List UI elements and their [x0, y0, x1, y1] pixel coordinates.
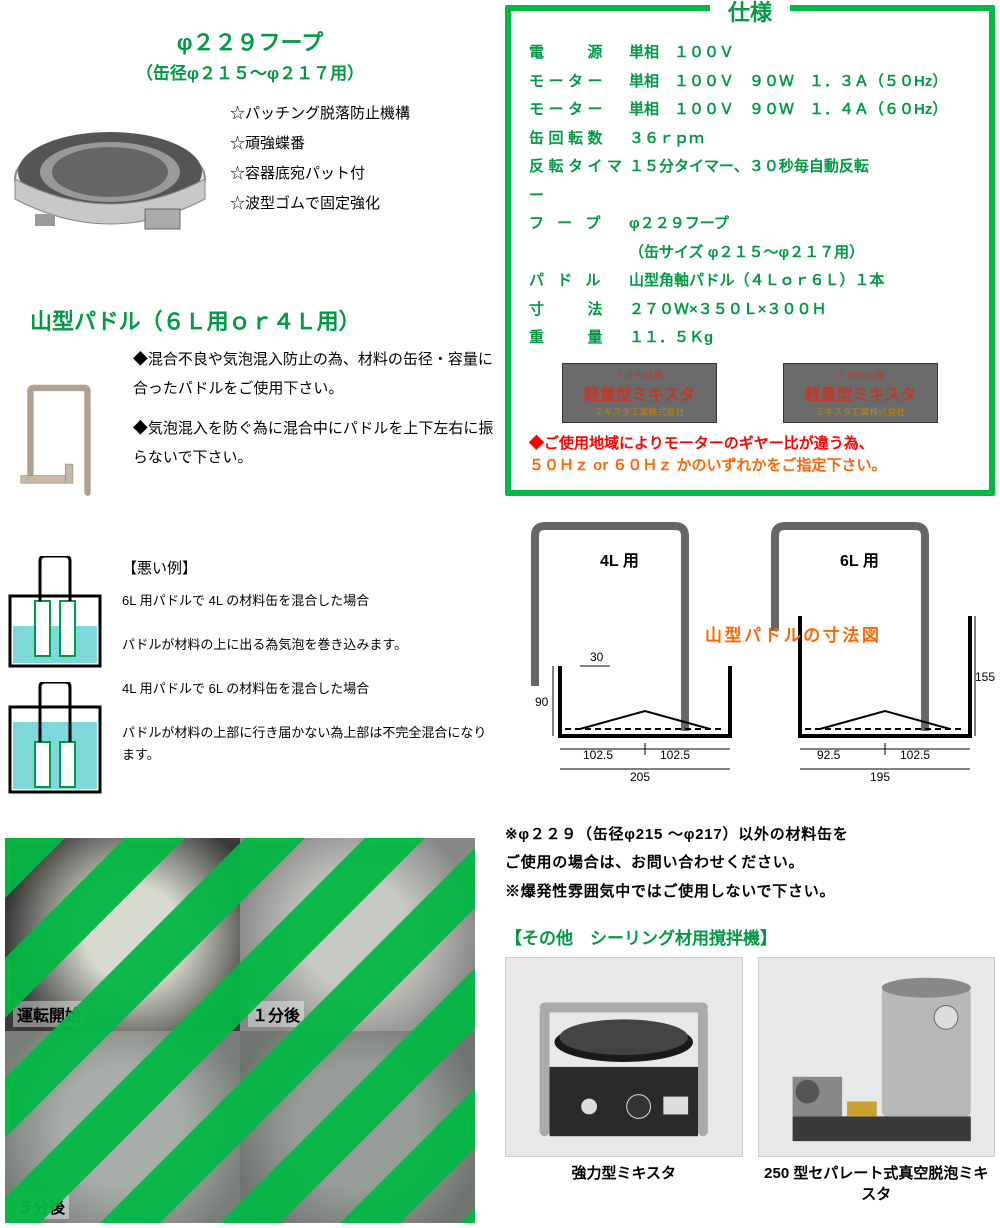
- spec-row: モーター単相 １００Ｖ ９０Ｗ １．４Ａ（６０Hz）: [529, 96, 971, 125]
- other-product-2-image: [758, 957, 996, 1157]
- other-product-1-image: [505, 957, 743, 1157]
- svg-text:155: 155: [975, 670, 995, 684]
- spec-badge-50hz: ５０Hz仕様 軽量型ミキスタ ミキスタ工業株式会社: [562, 363, 717, 423]
- bad-case2-title: 4L 用パドルで 6L の材料缶を混合した場合: [122, 678, 495, 700]
- spec-badge-60hz: ６０Hz仕様 軽量型ミキスタ ミキスタ工業株式会社: [783, 363, 938, 423]
- bad-example-title: 【悪い例】: [122, 556, 495, 582]
- spec-row: 缶回転数３６ｒｐｍ: [529, 125, 971, 154]
- spec-row: パ ド ル山型角軸パドル（４Ｌｏｒ６Ｌ）１本: [529, 267, 971, 296]
- spec-row: フ ー プφ２２９フープ: [529, 210, 971, 239]
- paddle-product-image: [5, 346, 113, 541]
- bad-example-diagram-2: [5, 682, 105, 797]
- svg-text:6L 用: 6L 用: [840, 552, 879, 570]
- svg-text:102.5: 102.5: [583, 748, 613, 762]
- spec-box: 仕様 電 源単相 １００Ｖモーター単相 １００Ｖ ９０Ｗ １．３Ａ（５０Hz）モ…: [505, 5, 995, 496]
- paddle-notes: ◆混合不良や気泡混入防止の為、材料の缶径・容量に合ったパドルをご使用下さい。 ◆…: [133, 346, 495, 541]
- hoop-title: φ２２９フープ: [5, 25, 495, 57]
- spec-row: 重 量１１．５Ｋg: [529, 324, 971, 353]
- bad-case2-desc: パドルが材料の上部に行き届かない為上部は不完全混合になります。: [122, 722, 495, 766]
- other-products-title: 【その他 シーリング材用撹拌機】: [505, 924, 995, 949]
- svg-text:205: 205: [630, 770, 650, 784]
- bad-case1-title: 6L 用パドルで 4L の材料缶を混合した場合: [122, 590, 495, 612]
- spec-row: 寸 法２７０Ｗ×３５０Ｌ×３００Ｈ: [529, 296, 971, 325]
- bad-example-diagram-1: [5, 556, 105, 671]
- bad-case1-desc: パドルが材料の上に出る為気泡を巻き込みます。: [122, 634, 495, 656]
- hoop-subtitle: （缶径φ２１５～φ２１７用）: [5, 59, 495, 84]
- usage-notes: ※φ２２９（缶径φ215 ～φ217）以外の材料缶を ご使用の場合は、お問い合わ…: [505, 821, 995, 907]
- spec-row: （缶サイズ φ２１５～φ２１７用）: [529, 239, 971, 268]
- svg-text:102.5: 102.5: [900, 748, 930, 762]
- spec-warning: ◆ご使用地域によりモーターのギヤー比が違う為、 ５０Ｈｚ or ６０Ｈｚ かのい…: [529, 433, 971, 478]
- paddle-title: 山型パドル（６Ｌ用ｏｒ４Ｌ用）: [30, 304, 495, 336]
- svg-text:30: 30: [590, 650, 604, 664]
- spec-row: 電 源単相 １００Ｖ: [529, 39, 971, 68]
- svg-text:102.5: 102.5: [660, 748, 690, 762]
- spec-row: モーター単相 １００Ｖ ９０Ｗ １．３Ａ（５０Hz）: [529, 68, 971, 97]
- hoop-features: ☆パッチング脱落防止機構 ☆頑強蝶番 ☆容器底宛パット付 ☆波型ゴムで固定強化: [230, 94, 410, 254]
- svg-text:92.5: 92.5: [817, 748, 841, 762]
- svg-text:4L 用: 4L 用: [600, 552, 639, 570]
- svg-text:195: 195: [870, 770, 890, 784]
- hoop-product-image: [5, 94, 215, 254]
- svg-text:90: 90: [535, 695, 549, 709]
- paddle-dimensions: 山型パドルの寸法図 4L 用 30 90 102.5 102.5: [505, 511, 995, 811]
- spec-row: 反転タイマー１５分タイマー、３０秒毎自動反転: [529, 153, 971, 210]
- mixing-progress-grid: 運転開始 １分後 ５分後: [5, 838, 475, 1223]
- spec-title: 仕様: [710, 0, 790, 27]
